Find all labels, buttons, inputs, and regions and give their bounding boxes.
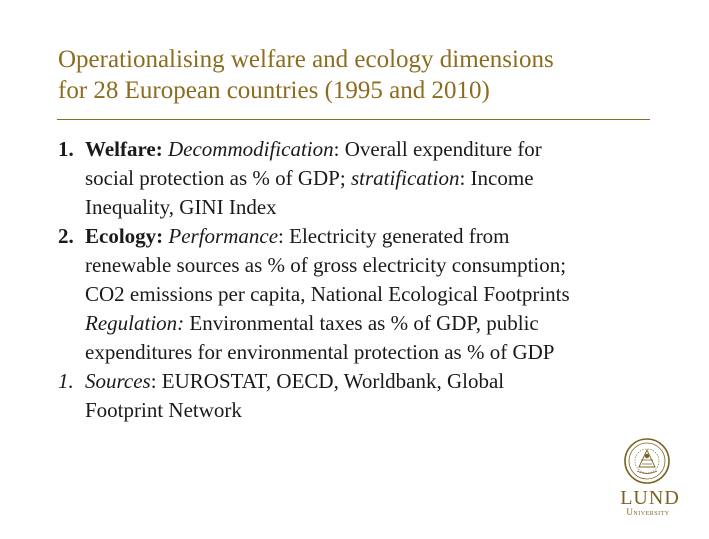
item-text: social protection as % of GDP; (85, 166, 351, 190)
title-line-1: Operationalising welfare and ecology dim… (58, 46, 554, 73)
item-line: Regulation: Environmental taxes as % of … (85, 309, 658, 338)
item-line: renewable sources as % of gross electric… (85, 253, 567, 277)
item-line: Ecology: Performance: Electricity genera… (85, 222, 658, 251)
logo-name: LUND (620, 487, 680, 509)
list-item-ecology: 2. Ecology: Performance: Electricity gen… (58, 222, 658, 367)
item-line: expenditures for environmental protectio… (85, 340, 555, 364)
slide-title: Operationalising welfare and ecology dim… (58, 44, 678, 106)
logo-subtitle: University (626, 507, 670, 517)
item-number: 1. (58, 369, 74, 393)
item-number: 2. (58, 224, 74, 248)
item-text: : Electricity generated from (278, 224, 510, 248)
list-item-welfare: 1. Welfare: Decommodification: Overall e… (58, 135, 658, 222)
item-text: : Overall expenditure for (333, 137, 542, 161)
item-line: Welfare: Decommodification: Overall expe… (85, 135, 658, 164)
item-term: stratification (350, 166, 460, 190)
list-item-sources: 1. Sources: EUROSTAT, OECD, Worldbank, G… (58, 367, 658, 425)
item-number: 1. (58, 137, 74, 161)
item-line: Footprint Network (85, 398, 242, 422)
item-label: Welfare: (85, 137, 163, 161)
item-term: Sources (85, 369, 151, 393)
lund-seal-icon (624, 438, 670, 484)
item-term: Regulation: (85, 311, 185, 335)
title-line-2: for 28 European countries (1995 and 2010… (58, 77, 490, 104)
item-term: Decommodification (168, 137, 334, 161)
item-term: Performance (168, 224, 279, 248)
item-label: Ecology: (85, 224, 164, 248)
lund-university-logo (612, 436, 682, 521)
bullet-list: 1. Welfare: Decommodification: Overall e… (58, 135, 658, 425)
title-divider (57, 119, 650, 120)
item-text: Environmental taxes as % of GDP, public (184, 311, 539, 335)
item-line: social protection as % of GDP; stratific… (85, 164, 658, 193)
item-text: : Income (459, 166, 534, 190)
item-line: Sources: EUROSTAT, OECD, Worldbank, Glob… (85, 367, 658, 396)
item-text: : EUROSTAT, OECD, Worldbank, Global (150, 369, 505, 393)
item-line: CO2 emissions per capita, National Ecolo… (85, 282, 570, 306)
item-line: Inequality, GINI Index (85, 195, 277, 219)
